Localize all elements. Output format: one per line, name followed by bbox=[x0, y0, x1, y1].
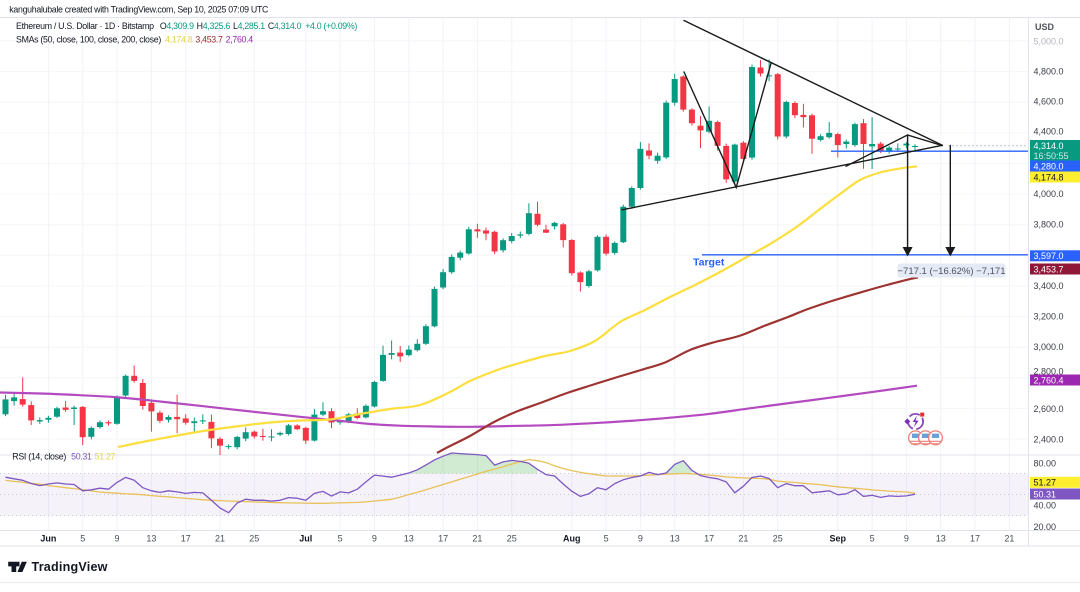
svg-text:9: 9 bbox=[638, 534, 643, 544]
svg-text:SMAs (50, close, 100, close, 2: SMAs (50, close, 100, close, 200, close)… bbox=[16, 35, 253, 45]
svg-text:2,800.0: 2,800.0 bbox=[1034, 366, 1064, 376]
svg-text:3,597.0: 3,597.0 bbox=[1034, 251, 1064, 261]
svg-text:17: 17 bbox=[970, 534, 980, 544]
svg-text:4,000.0: 4,000.0 bbox=[1034, 189, 1064, 199]
svg-text:21: 21 bbox=[738, 534, 748, 544]
svg-text:3,453.7: 3,453.7 bbox=[1034, 264, 1064, 274]
svg-text:Aug: Aug bbox=[563, 534, 581, 544]
svg-text:5: 5 bbox=[338, 534, 343, 544]
svg-text:3,200.0: 3,200.0 bbox=[1034, 311, 1064, 321]
svg-text:21: 21 bbox=[472, 534, 482, 544]
svg-text:51.27: 51.27 bbox=[1034, 478, 1057, 488]
svg-text:−717.1 (−16.62%) −7,171: −717.1 (−16.62%) −7,171 bbox=[897, 266, 1005, 277]
svg-text:2,600.0: 2,600.0 bbox=[1034, 404, 1064, 414]
svg-text:TradingView: TradingView bbox=[32, 560, 108, 574]
svg-text:80.00: 80.00 bbox=[1034, 458, 1057, 468]
svg-text:25: 25 bbox=[773, 534, 783, 544]
svg-text:5: 5 bbox=[80, 534, 85, 544]
svg-text:3,800.0: 3,800.0 bbox=[1034, 219, 1064, 229]
svg-text:Jul: Jul bbox=[299, 534, 312, 544]
svg-text:17: 17 bbox=[704, 534, 714, 544]
svg-text:3,400.0: 3,400.0 bbox=[1034, 281, 1064, 291]
svg-text:4,174.8: 4,174.8 bbox=[1034, 172, 1064, 182]
svg-text:Target: Target bbox=[693, 257, 725, 269]
svg-text:kanguhalubale created with Tra: kanguhalubale created with TradingView.c… bbox=[9, 5, 269, 15]
svg-text:Sep: Sep bbox=[830, 534, 847, 544]
svg-text:13: 13 bbox=[670, 534, 680, 544]
svg-text:40.00: 40.00 bbox=[1034, 500, 1057, 510]
svg-text:2,760.4: 2,760.4 bbox=[1034, 375, 1064, 385]
svg-text:USD: USD bbox=[1035, 22, 1055, 32]
svg-text:17: 17 bbox=[181, 534, 191, 544]
svg-text:9: 9 bbox=[114, 534, 119, 544]
svg-text:5,000.0: 5,000.0 bbox=[1034, 36, 1064, 46]
svg-text:4,600.0: 4,600.0 bbox=[1034, 96, 1064, 106]
svg-text:21: 21 bbox=[1004, 534, 1014, 544]
svg-text:17: 17 bbox=[438, 534, 448, 544]
svg-text:5: 5 bbox=[604, 534, 609, 544]
svg-text:16:50:55: 16:50:55 bbox=[1034, 151, 1069, 161]
svg-text:4,280.0: 4,280.0 bbox=[1034, 161, 1064, 171]
svg-text:2,400.0: 2,400.0 bbox=[1034, 434, 1064, 444]
svg-text:21: 21 bbox=[215, 534, 225, 544]
svg-text:9: 9 bbox=[904, 534, 909, 544]
svg-text:4,400.0: 4,400.0 bbox=[1034, 126, 1064, 136]
svg-text:25: 25 bbox=[507, 534, 517, 544]
svg-text:Ethereum / U.S. Dollar · 1D ·: Ethereum / U.S. Dollar · 1D · Bitstamp O… bbox=[16, 21, 357, 31]
svg-text:20.00: 20.00 bbox=[1034, 522, 1057, 532]
svg-text:25: 25 bbox=[249, 534, 259, 544]
svg-text:50.31: 50.31 bbox=[1034, 489, 1057, 499]
svg-text:13: 13 bbox=[404, 534, 414, 544]
svg-text:13: 13 bbox=[936, 534, 946, 544]
svg-text:13: 13 bbox=[146, 534, 156, 544]
svg-text:4,800.0: 4,800.0 bbox=[1034, 66, 1064, 76]
svg-text:5: 5 bbox=[870, 534, 875, 544]
svg-text:4,314.0: 4,314.0 bbox=[1034, 141, 1064, 151]
svg-text:3,000.0: 3,000.0 bbox=[1034, 342, 1064, 352]
svg-text:Jun: Jun bbox=[40, 534, 56, 544]
svg-text:9: 9 bbox=[372, 534, 377, 544]
